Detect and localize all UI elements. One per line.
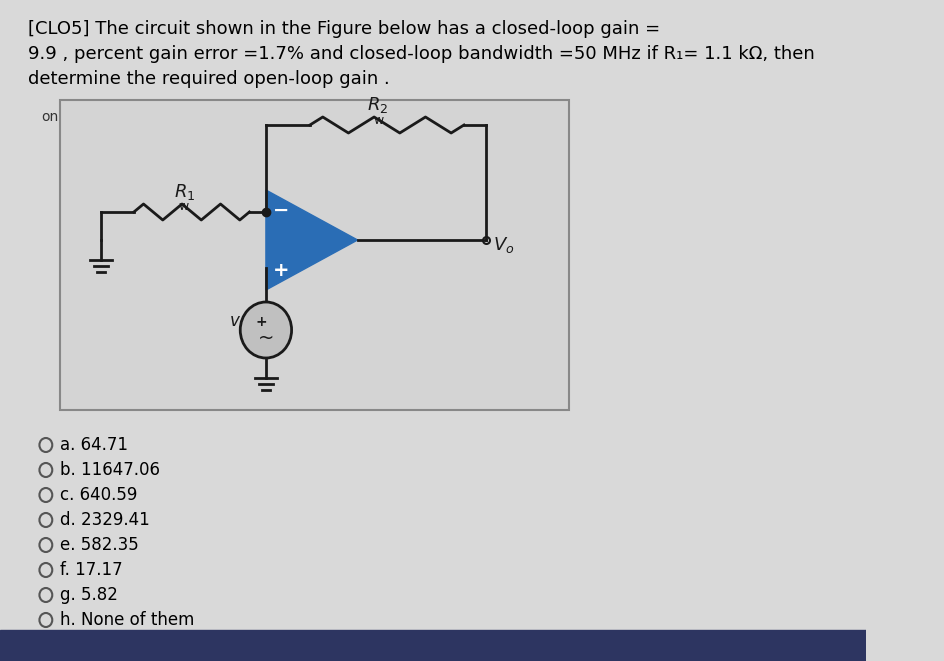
Text: f. 17.17: f. 17.17 — [59, 561, 122, 579]
Text: e. 582.35: e. 582.35 — [59, 536, 139, 554]
Polygon shape — [266, 190, 358, 290]
Text: +: + — [273, 260, 290, 280]
Text: c. 640.59: c. 640.59 — [59, 486, 137, 504]
Circle shape — [240, 302, 292, 358]
Text: −: − — [273, 200, 290, 219]
Text: d. 2329.41: d. 2329.41 — [59, 511, 149, 529]
Text: w: w — [373, 114, 383, 126]
Text: [CLO5] The circuit shown in the Figure below has a closed-loop gain =: [CLO5] The circuit shown in the Figure b… — [27, 20, 660, 38]
Text: +: + — [256, 315, 267, 329]
Bar — [0, 630, 866, 661]
Text: $R_2$: $R_2$ — [367, 95, 388, 115]
Text: a. 64.71: a. 64.71 — [59, 436, 127, 454]
Text: on: on — [42, 110, 59, 124]
Text: ~: ~ — [258, 329, 274, 348]
Text: $V_o$: $V_o$ — [494, 235, 514, 255]
FancyBboxPatch shape — [59, 100, 568, 410]
Text: $v_I$: $v_I$ — [229, 313, 244, 331]
Text: h. None of them: h. None of them — [59, 611, 194, 629]
Text: b. 11647.06: b. 11647.06 — [59, 461, 160, 479]
Text: determine the required open-loop gain .: determine the required open-loop gain . — [27, 70, 389, 88]
Text: w: w — [178, 200, 189, 214]
Text: 9.9 , percent gain error =1.7% and closed-loop bandwidth =50 MHz if R₁= 1.1 kΩ, : 9.9 , percent gain error =1.7% and close… — [27, 45, 815, 63]
Text: g. 5.82: g. 5.82 — [59, 586, 117, 604]
Text: $R_1$: $R_1$ — [175, 182, 195, 202]
